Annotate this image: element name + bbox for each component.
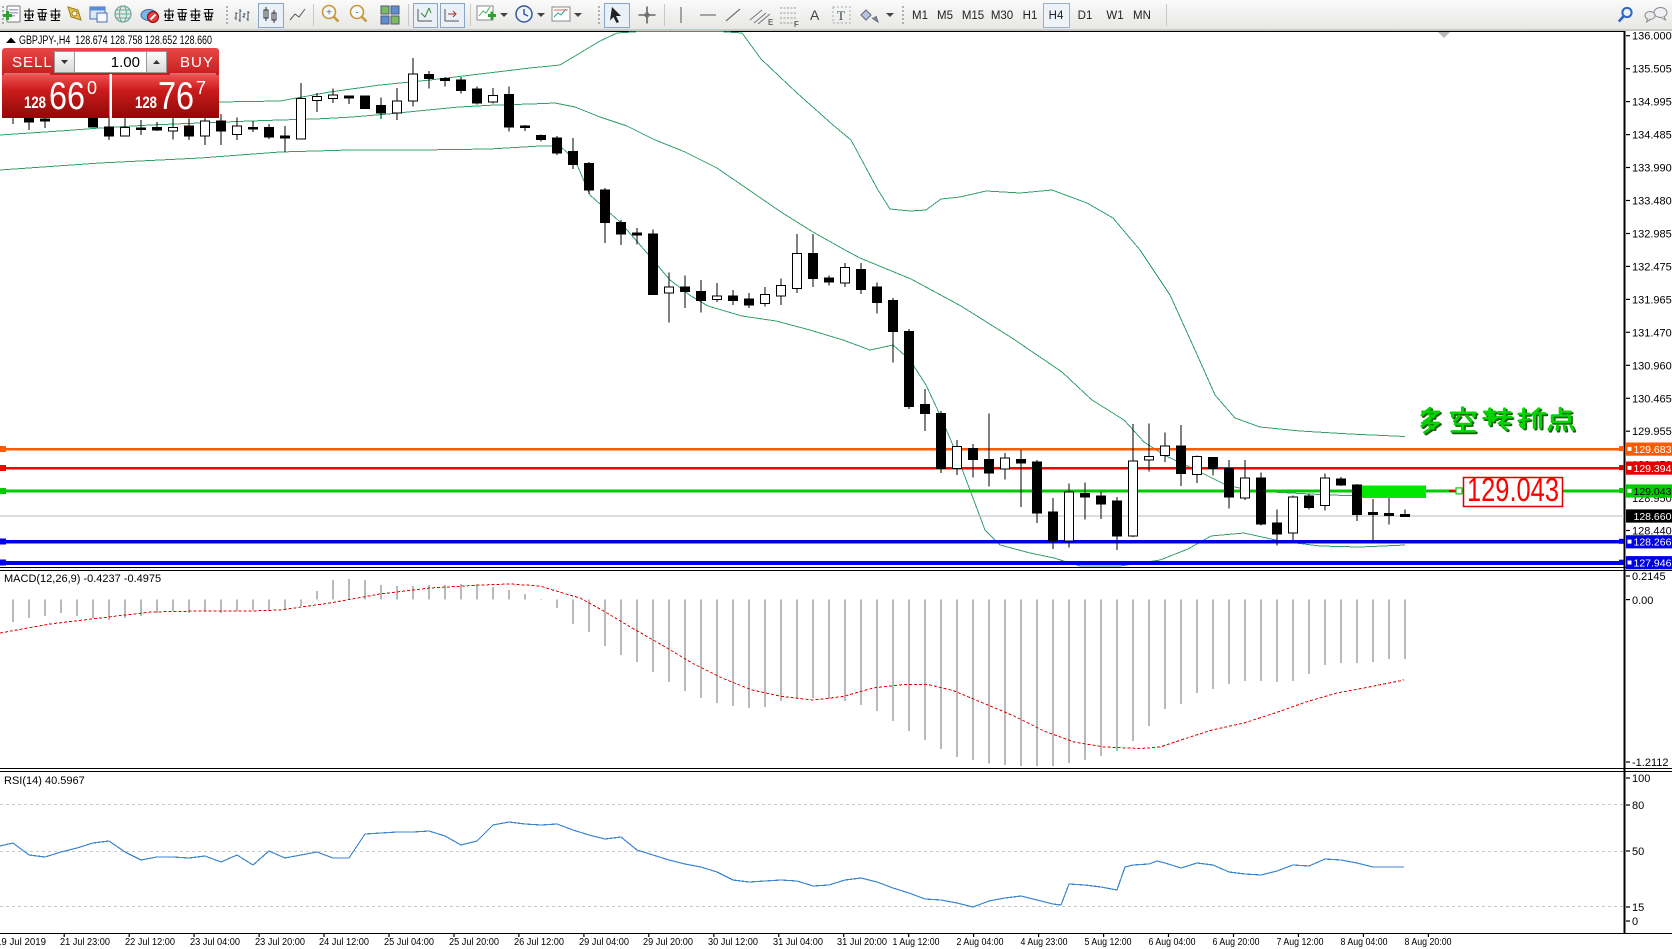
svg-text:128: 128 [24,93,46,112]
svg-text:22 Jul 12:00: 22 Jul 12:00 [125,937,175,948]
svg-text:134.485: 134.485 [1632,130,1672,142]
svg-text:128.660: 128.660 [1634,511,1672,523]
svg-text:128.440: 128.440 [1632,525,1672,537]
svg-text:W1: W1 [1106,10,1123,22]
svg-text:A: A [810,7,820,23]
svg-text:129.043: 129.043 [1467,471,1559,508]
svg-text:8 Aug 04:00: 8 Aug 04:00 [1341,937,1388,948]
svg-text:129.394: 129.394 [1634,463,1672,475]
svg-text:5 Aug 12:00: 5 Aug 12:00 [1085,937,1132,948]
svg-text:26 Jul 12:00: 26 Jul 12:00 [514,937,564,948]
svg-text:133.480: 133.480 [1632,196,1672,208]
svg-text:80: 80 [1632,800,1644,812]
svg-text:25 Jul 20:00: 25 Jul 20:00 [449,937,499,948]
svg-text:127.946: 127.946 [1634,558,1672,570]
svg-text:2 Aug 04:00: 2 Aug 04:00 [957,937,1004,948]
svg-text:0.2145: 0.2145 [1632,571,1666,583]
svg-text:-1.2112: -1.2112 [1632,757,1669,769]
svg-text:6 Aug 20:00: 6 Aug 20:00 [1213,937,1260,948]
svg-text:23 Jul 04:00: 23 Jul 04:00 [190,937,240,948]
svg-text:0: 0 [87,78,97,98]
svg-text:66: 66 [49,75,85,118]
svg-text:134.995: 134.995 [1632,97,1672,109]
svg-text:H1: H1 [1023,10,1038,22]
svg-text:8 Aug 20:00: 8 Aug 20:00 [1405,937,1452,948]
svg-text:T: T [837,8,845,23]
svg-text:132.985: 132.985 [1632,229,1672,241]
svg-text:29 Jul 04:00: 29 Jul 04:00 [579,937,629,948]
svg-text:76: 76 [158,75,194,118]
svg-text:D1: D1 [1078,10,1093,22]
svg-text:136.000: 136.000 [1632,31,1672,43]
svg-text:E: E [768,18,773,27]
svg-text:M15: M15 [962,10,984,22]
svg-text:129.683: 129.683 [1634,444,1672,456]
svg-text:15: 15 [1632,902,1644,914]
svg-text:133.990: 133.990 [1632,163,1672,175]
svg-text:132.475: 132.475 [1632,261,1672,273]
svg-text:31 Jul 20:00: 31 Jul 20:00 [837,937,887,948]
svg-text:31 Jul 04:00: 31 Jul 04:00 [773,937,823,948]
svg-text:50: 50 [1632,846,1644,858]
svg-text:130.465: 130.465 [1632,393,1672,405]
svg-text:F: F [794,20,799,29]
svg-text:25 Jul 04:00: 25 Jul 04:00 [384,937,434,948]
svg-text:MACD(12,26,9) -0.4237 -0.4975: MACD(12,26,9) -0.4237 -0.4975 [4,573,161,585]
svg-text:30 Jul 12:00: 30 Jul 12:00 [708,937,758,948]
svg-text:GBPJPY-,H4 128.674 128.758 12: GBPJPY-,H4 128.674 128.758 128.652 128.6… [19,35,212,47]
svg-text:128.266: 128.266 [1634,537,1672,549]
svg-text:-: - [355,8,358,19]
svg-text:6 Aug 04:00: 6 Aug 04:00 [1149,937,1196,948]
svg-text:129.043: 129.043 [1634,486,1672,498]
svg-text:129.955: 129.955 [1632,426,1672,438]
svg-text:130.960: 130.960 [1632,360,1672,372]
svg-text:0.00: 0.00 [1632,595,1653,607]
svg-text:29 Jul 20:00: 29 Jul 20:00 [643,937,693,948]
svg-text:M30: M30 [991,10,1013,22]
svg-text:23 Jul 20:00: 23 Jul 20:00 [255,937,305,948]
svg-text:RSI(14) 40.5967: RSI(14) 40.5967 [4,775,85,787]
svg-text:+: + [326,8,332,19]
svg-text:SELL: SELL [12,54,53,71]
svg-text:131.470: 131.470 [1632,327,1672,339]
svg-text:BUY: BUY [180,54,214,71]
svg-text:135.505: 135.505 [1632,64,1672,76]
svg-text:131.965: 131.965 [1632,294,1672,306]
svg-text:MN: MN [1133,10,1151,22]
svg-text:128: 128 [135,93,157,112]
svg-text:M1: M1 [912,10,928,22]
svg-text:M5: M5 [937,10,953,22]
svg-text:7 Aug 12:00: 7 Aug 12:00 [1277,937,1324,948]
svg-text:1 Aug 12:00: 1 Aug 12:00 [893,937,940,948]
svg-text:H4: H4 [1049,10,1064,22]
svg-text:1.00: 1.00 [111,54,140,71]
svg-text:24 Jul 12:00: 24 Jul 12:00 [319,937,369,948]
svg-text:19 Jul 2019: 19 Jul 2019 [0,937,46,948]
svg-text:21 Jul 23:00: 21 Jul 23:00 [60,937,110,948]
svg-text:4 Aug 23:00: 4 Aug 23:00 [1021,937,1068,948]
svg-text:0: 0 [1632,916,1638,928]
svg-text:100: 100 [1632,773,1650,785]
svg-text:7: 7 [196,78,206,98]
